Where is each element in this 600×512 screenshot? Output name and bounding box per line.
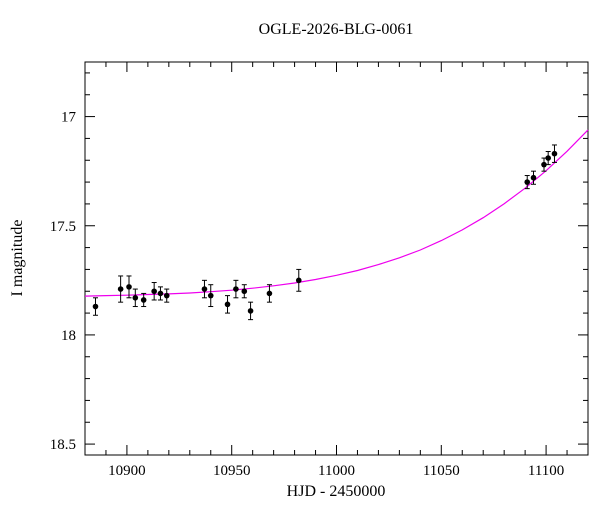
- model-curve: [84, 129, 589, 297]
- data-point: [207, 284, 214, 308]
- data-point: [530, 170, 537, 185]
- data-point: [140, 292, 147, 308]
- data-point: [247, 301, 254, 321]
- model-curve-line: [84, 129, 589, 297]
- chart-title: OGLE-2026-BLG-0061: [259, 21, 414, 38]
- data-point: [126, 275, 132, 299]
- data-point: [151, 282, 157, 301]
- data-point: [163, 288, 170, 303]
- data-point: [201, 279, 208, 299]
- data-point: [233, 279, 239, 299]
- y-tick-label: 18.5: [50, 437, 76, 453]
- x-axis-label: HJD - 2450000: [287, 483, 386, 500]
- data-point: [295, 268, 302, 292]
- data-points: [92, 144, 558, 321]
- data-point: [551, 144, 558, 163]
- x-tick-label: 10950: [213, 463, 251, 479]
- data-point: [545, 151, 551, 166]
- data-point: [92, 297, 99, 316]
- x-tick-label: 11050: [423, 463, 460, 479]
- data-point: [524, 175, 531, 190]
- data-point: [241, 284, 248, 299]
- x-tick-label: 10900: [108, 463, 146, 479]
- axis-ticks: [84, 62, 589, 455]
- y-tick-label: 17: [61, 110, 77, 126]
- data-point: [117, 275, 124, 303]
- y-axis-label: I magnitude: [9, 220, 26, 297]
- data-point: [157, 286, 164, 301]
- y-tick-label: 17.5: [50, 219, 76, 235]
- y-tick-label: 18: [61, 328, 76, 344]
- axes-frame: [84, 61, 589, 456]
- data-point: [224, 295, 231, 314]
- x-tick-label: 11100: [528, 463, 564, 479]
- x-tick-label: 11000: [318, 463, 355, 479]
- data-point: [132, 288, 139, 308]
- data-point: [266, 284, 273, 303]
- tick-labels: 10900 10950 11000 11050 11100 17 17.5 18 18.5: [50, 110, 565, 479]
